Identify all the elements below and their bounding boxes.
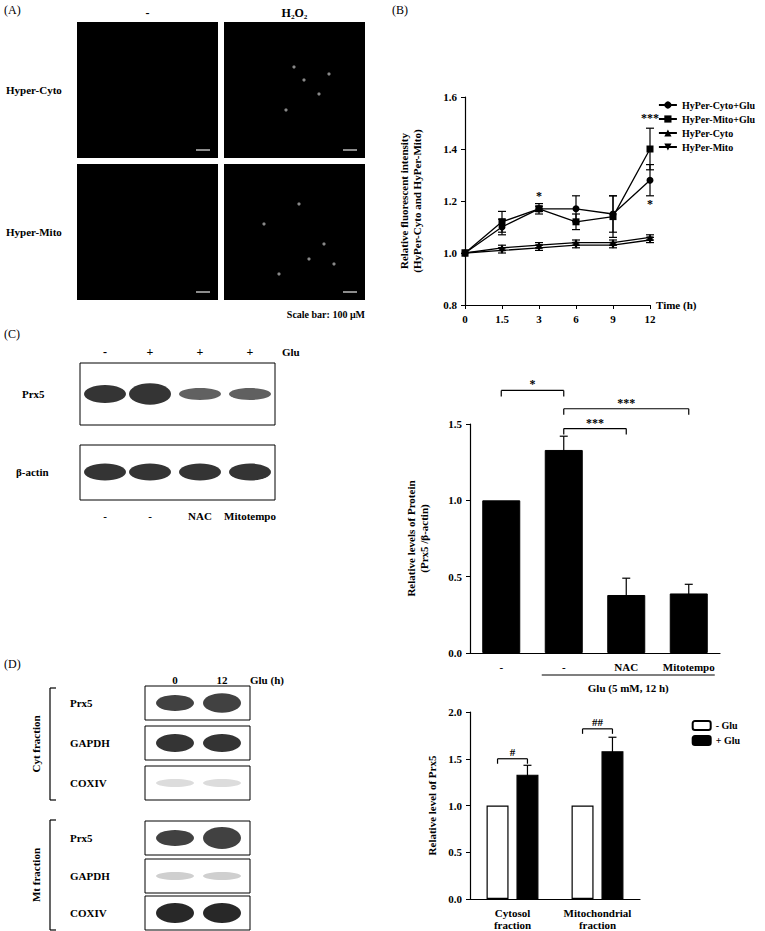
- svg-text:β-actin: β-actin: [16, 466, 49, 478]
- svg-text:0.8: 0.8: [443, 299, 457, 311]
- svg-text:Prx5: Prx5: [22, 388, 45, 400]
- svg-text:0.0: 0.0: [448, 647, 462, 659]
- svg-text:fraction: fraction: [494, 919, 531, 931]
- svg-text:Glu: Glu: [282, 346, 300, 358]
- svg-text:NAC: NAC: [188, 510, 212, 522]
- svg-text:NAC: NAC: [614, 661, 638, 673]
- svg-text:Mitochondrial: Mitochondrial: [564, 907, 632, 919]
- svg-text:Glu (5 mM, 12 h): Glu (5 mM, 12 h): [588, 682, 669, 695]
- svg-text:Prx5: Prx5: [70, 697, 93, 709]
- svg-text:GAPDH: GAPDH: [70, 870, 110, 882]
- svg-text:***: ***: [617, 396, 635, 410]
- svg-text:COXIV: COXIV: [70, 777, 107, 789]
- svg-text:12: 12: [645, 313, 657, 325]
- svg-text:- Glu: - Glu: [716, 720, 738, 731]
- svg-text:HyPer-Cyto: HyPer-Cyto: [682, 128, 733, 139]
- svg-text:HyPer-Mito+Glu: HyPer-Mito+Glu: [682, 114, 756, 125]
- svg-text:1.2: 1.2: [443, 195, 457, 207]
- svg-text:2.0: 2.0: [448, 706, 462, 718]
- svg-text:0.5: 0.5: [448, 846, 462, 858]
- svg-text:-: -: [499, 661, 503, 673]
- svg-text:Hyper-Mito: Hyper-Mito: [6, 226, 62, 238]
- svg-text:*: *: [647, 197, 653, 211]
- svg-text:Cyt fraction: Cyt fraction: [30, 715, 42, 772]
- svg-text:0.0: 0.0: [448, 893, 462, 905]
- svg-text:0: 0: [172, 674, 178, 686]
- svg-text:1.6: 1.6: [443, 91, 457, 103]
- svg-text:1.0: 1.0: [443, 247, 457, 259]
- svg-text:***: ***: [586, 416, 604, 430]
- svg-text:1.5: 1.5: [495, 313, 509, 325]
- svg-text:COXIV: COXIV: [70, 907, 107, 919]
- svg-text:6: 6: [573, 313, 579, 325]
- svg-text:Relative level of Prx5: Relative level of Prx5: [426, 755, 438, 855]
- svg-text:Scale bar: 100 μM: Scale bar: 100 μM: [287, 309, 366, 320]
- svg-text:1.0: 1.0: [448, 494, 462, 506]
- svg-text:(B): (B): [392, 3, 408, 17]
- svg-text:1.5: 1.5: [448, 753, 462, 765]
- svg-text:+: +: [147, 345, 154, 359]
- svg-text:##: ##: [592, 716, 604, 728]
- svg-text:-: -: [146, 6, 150, 20]
- svg-text:+ Glu: + Glu: [716, 735, 741, 746]
- svg-text:Time (h): Time (h): [656, 299, 697, 312]
- svg-text:(HyPer-Cyto and HyPer-Mito): (HyPer-Cyto and HyPer-Mito): [411, 129, 424, 273]
- svg-text:-: -: [103, 345, 107, 359]
- svg-text:Mt fraction: Mt fraction: [30, 848, 42, 902]
- svg-text:Hyper-Cyto: Hyper-Cyto: [6, 84, 62, 96]
- svg-text:H₂O₂: H₂O₂: [282, 6, 308, 20]
- svg-text:-: -: [148, 510, 152, 522]
- svg-text:1.4: 1.4: [443, 143, 457, 155]
- svg-text:(Prx5 /β-actin): (Prx5 /β-actin): [418, 504, 431, 573]
- svg-text:*: *: [530, 377, 536, 391]
- svg-text:(C): (C): [4, 327, 20, 341]
- svg-text:Relative fluorescent intensity: Relative fluorescent intensity: [398, 132, 410, 269]
- svg-text:GAPDH: GAPDH: [70, 737, 110, 749]
- svg-text:+: +: [247, 345, 254, 359]
- svg-text:-: -: [562, 661, 566, 673]
- svg-text:3: 3: [536, 313, 542, 325]
- svg-text:1.0: 1.0: [448, 800, 462, 812]
- svg-text:*: *: [536, 189, 542, 203]
- svg-text:9: 9: [610, 313, 616, 325]
- svg-text:Relative levels of Protein: Relative levels of Protein: [405, 480, 417, 596]
- svg-text:Prx5: Prx5: [70, 832, 93, 844]
- svg-text:Glu (h): Glu (h): [250, 674, 284, 687]
- svg-text:0.5: 0.5: [448, 571, 462, 583]
- svg-text:fraction: fraction: [579, 919, 616, 931]
- svg-text:HyPer-Mito: HyPer-Mito: [682, 142, 733, 153]
- svg-text:1.5: 1.5: [448, 418, 462, 430]
- svg-text:#: #: [510, 746, 516, 758]
- svg-text:12: 12: [217, 674, 229, 686]
- svg-text:(A): (A): [4, 3, 21, 17]
- svg-text:Mitotempo: Mitotempo: [224, 510, 276, 522]
- svg-text:***: ***: [641, 111, 659, 125]
- svg-text:Mitotempo: Mitotempo: [663, 661, 715, 673]
- svg-text:+: +: [197, 345, 204, 359]
- svg-text:(D): (D): [4, 657, 21, 671]
- svg-text:-: -: [103, 510, 107, 522]
- svg-text:HyPer-Cyto+Glu: HyPer-Cyto+Glu: [682, 100, 756, 111]
- svg-text:Cytosol: Cytosol: [495, 907, 530, 919]
- svg-text:0: 0: [462, 313, 468, 325]
